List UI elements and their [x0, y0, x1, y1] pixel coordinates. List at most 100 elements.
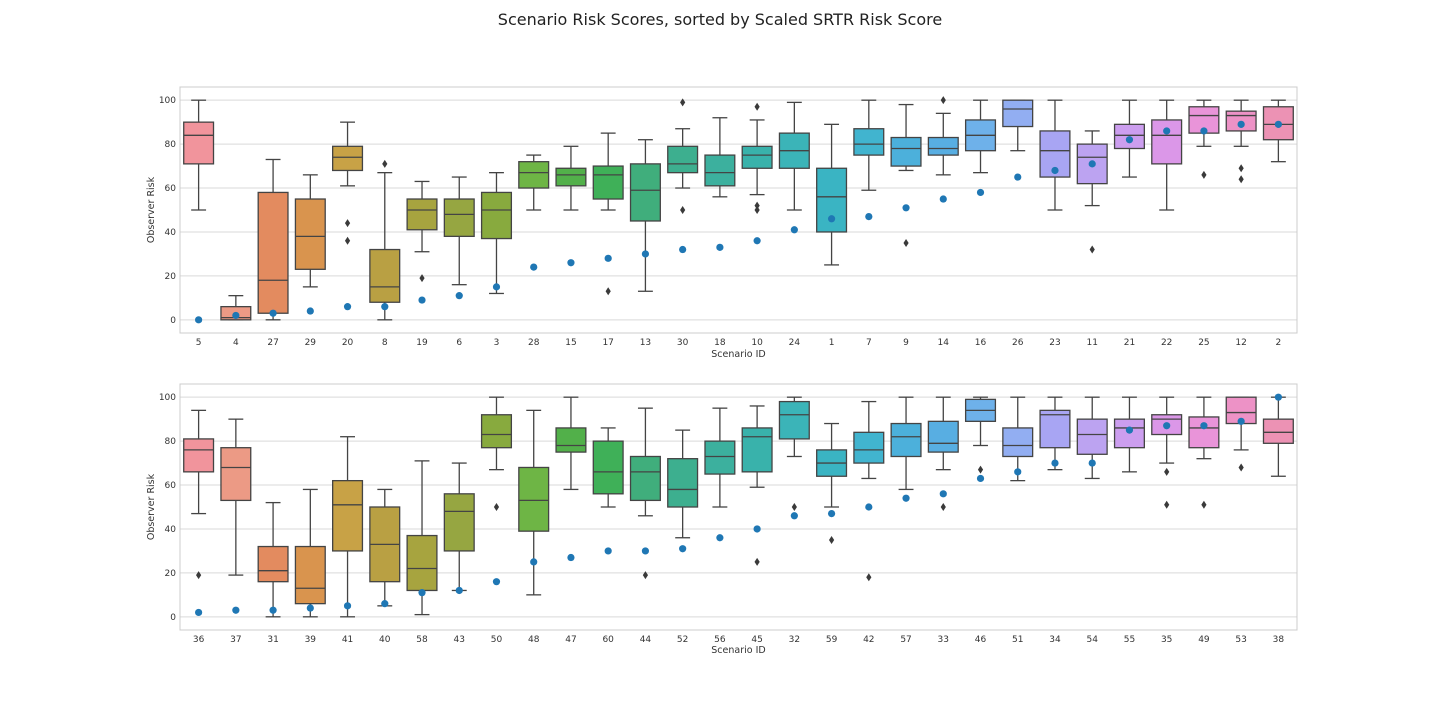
box-28	[518, 154, 550, 271]
iqr-box	[704, 154, 736, 187]
box-41	[332, 436, 364, 618]
iqr-box	[332, 479, 364, 552]
x-tick-label: 16	[975, 338, 987, 348]
outlier-point	[828, 535, 835, 544]
y-tick-label: 40	[165, 525, 177, 535]
iqr-box	[667, 145, 699, 174]
iqr-box	[555, 427, 587, 453]
iqr-box	[816, 167, 848, 233]
x-tick-label: 44	[640, 635, 652, 645]
outlier-point	[642, 571, 649, 580]
iqr-box	[183, 438, 215, 473]
outlier-point	[419, 274, 425, 283]
box-24	[778, 101, 810, 234]
box-7	[853, 99, 885, 221]
mean-point	[753, 237, 761, 245]
x-tick-label: 51	[1012, 635, 1023, 645]
x-tick-label: 5	[196, 338, 202, 348]
mean-point	[455, 586, 463, 595]
outlier-point	[754, 201, 760, 210]
outlier-point	[680, 206, 686, 214]
mean-point	[306, 604, 314, 612]
mean-point	[343, 303, 352, 311]
iqr-box	[443, 198, 475, 238]
x-tick-label: 2	[1276, 338, 1282, 348]
iqr-box	[294, 545, 326, 605]
y-tick-label: 0	[170, 316, 176, 326]
x-tick-label: 39	[305, 635, 317, 645]
x-tick-label: 28	[528, 338, 540, 348]
outlier-point	[754, 206, 760, 214]
x-tick-label: 13	[640, 338, 651, 348]
iqr-box	[778, 400, 810, 440]
iqr-box	[629, 163, 661, 222]
x-tick-label: 8	[382, 338, 388, 348]
outlier-point	[940, 96, 946, 105]
mean-point	[530, 558, 538, 566]
y-tick-label: 80	[165, 140, 177, 150]
x-tick-label: 40	[379, 635, 391, 645]
box-35	[1151, 396, 1183, 509]
iqr-box	[1262, 418, 1294, 444]
box-12	[1225, 99, 1257, 184]
x-tick-label: 43	[454, 635, 465, 645]
mean-point	[195, 316, 203, 324]
mean-point	[232, 606, 240, 614]
iqr-box	[480, 191, 513, 240]
mean-point	[1163, 422, 1171, 430]
y-axis-label: Observer Risk	[146, 176, 157, 243]
iqr-box	[1002, 99, 1034, 128]
mean-point	[865, 503, 873, 511]
x-tick-label: 24	[789, 338, 801, 348]
x-tick-label: 29	[305, 338, 317, 348]
plot-frame	[179, 383, 1298, 631]
mean-point	[418, 589, 426, 597]
mean-point	[1125, 426, 1134, 434]
iqr-box	[629, 455, 661, 502]
mean-point	[418, 296, 426, 304]
x-tick-label: 46	[975, 635, 987, 645]
x-tick-label: 14	[938, 338, 950, 348]
mean-point	[269, 309, 277, 317]
mean-point	[1014, 468, 1022, 476]
outlier-point	[1164, 467, 1170, 476]
chart-title: Scenario Risk Scores, sorted by Scaled S…	[497, 10, 943, 29]
mean-point	[1237, 417, 1245, 425]
mean-point	[939, 195, 947, 203]
mean-point	[790, 226, 798, 234]
box-5	[183, 99, 215, 324]
outlier-point	[344, 236, 351, 245]
mean-point	[269, 606, 277, 614]
box-59	[816, 422, 848, 544]
x-tick-label: 52	[677, 635, 688, 645]
x-tick-label: 12	[1235, 338, 1246, 348]
x-tick-label: 45	[751, 635, 762, 645]
x-tick-label: 3	[494, 338, 500, 348]
box-56	[704, 407, 736, 542]
iqr-box	[853, 128, 885, 156]
x-tick-label: 23	[1049, 338, 1060, 348]
box-32	[778, 396, 810, 520]
x-tick-label: 60	[602, 635, 614, 645]
y-tick-label: 40	[165, 228, 177, 238]
x-tick-label: 49	[1198, 635, 1210, 645]
x-tick-label: 58	[416, 635, 428, 645]
iqr-box	[443, 493, 475, 552]
mean-point	[1014, 173, 1022, 181]
box-52	[667, 429, 699, 553]
box-17	[592, 132, 624, 296]
mean-point	[976, 188, 985, 197]
mean-point	[232, 311, 240, 320]
x-tick-label: 59	[826, 635, 838, 645]
box-58	[406, 460, 438, 616]
iqr-box	[890, 136, 922, 167]
box-6	[443, 176, 475, 300]
x-tick-label: 37	[230, 635, 241, 645]
mean-point	[492, 578, 501, 586]
iqr-box	[183, 121, 215, 165]
x-tick-label: 34	[1049, 635, 1061, 645]
box-3	[480, 172, 513, 295]
outlier-point	[344, 219, 351, 228]
iqr-box	[220, 447, 252, 502]
y-tick-label: 100	[159, 393, 176, 403]
